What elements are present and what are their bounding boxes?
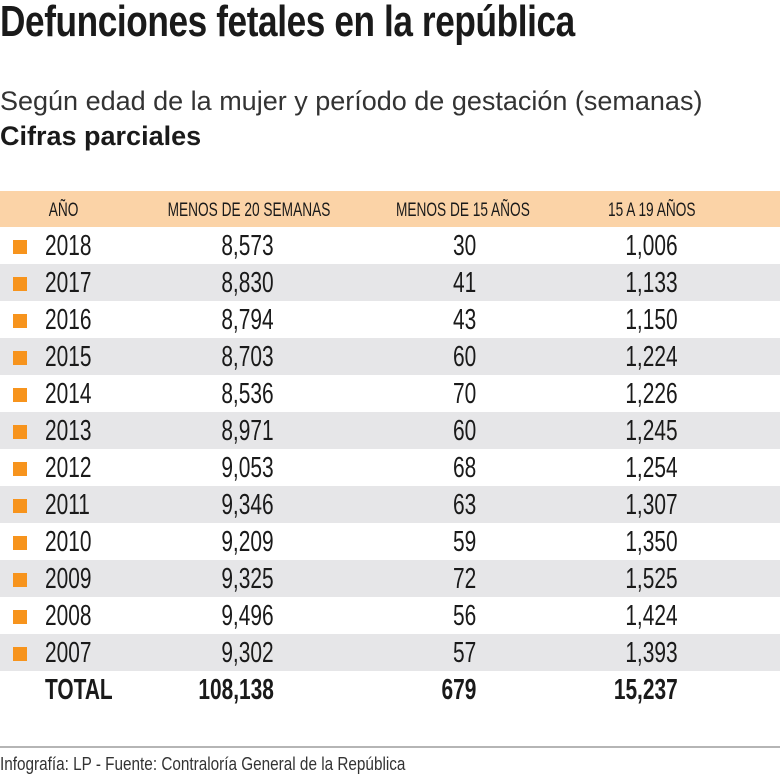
15-19-years-cell: 1,245 (625, 415, 678, 447)
under-15-years-cell: 60 (452, 415, 476, 447)
under-20-weeks-cell: 8,794 (221, 304, 274, 336)
table-row: 2009 9,325 72 1,525 (0, 560, 780, 597)
row-marker-square-icon (13, 610, 27, 624)
under-15-years-cell: 63 (452, 489, 476, 521)
row-marker-square-icon (13, 240, 27, 254)
under-15-years-cell: 60 (452, 341, 476, 373)
under-20-weeks-cell: 9,209 (221, 526, 274, 558)
row-marker-square-icon (13, 536, 27, 550)
under-15-years-cell: 70 (452, 378, 476, 410)
note: Cifras parciales (0, 121, 202, 151)
source-footer: Infografía: LP - Fuente: Contraloría Gen… (0, 754, 406, 774)
under-20-weeks-cell: 9,053 (221, 452, 274, 484)
table-row: 2008 9,496 56 1,424 (0, 597, 780, 634)
15-19-years-cell: 1,224 (625, 341, 678, 373)
15-19-years-cell: 1,226 (625, 378, 678, 410)
table-row: 2010 9,209 59 1,350 (0, 523, 780, 560)
row-marker-square-icon (13, 462, 27, 476)
under-20-weeks-cell: 8,830 (221, 267, 274, 299)
table-row: 2018 8,573 30 1,006 (0, 227, 780, 264)
15-19-years-cell: 1,006 (625, 230, 678, 262)
year-cell: 2016 (45, 304, 92, 336)
15-19-years-cell: 1,254 (625, 452, 678, 484)
year-cell: 2013 (45, 415, 92, 447)
column-header-under-20-weeks: MENOS DE 20 SEMANAS (167, 200, 331, 221)
table-header: AÑO MENOS DE 20 SEMANAS MENOS DE 15 AÑOS… (0, 191, 780, 227)
under-20-weeks-cell: 8,971 (221, 415, 274, 447)
row-marker-square-icon (13, 499, 27, 513)
under-15-years-cell: 30 (452, 230, 476, 262)
under-15-years-cell: 43 (452, 304, 476, 336)
table-row: 2012 9,053 68 1,254 (0, 449, 780, 486)
year-cell: 2018 (45, 230, 92, 262)
year-cell: 2009 (45, 563, 92, 595)
divider (0, 746, 780, 748)
table-row: 2017 8,830 41 1,133 (0, 264, 780, 301)
row-marker-square-icon (13, 573, 27, 587)
subtitle: Según edad de la mujer y período de gest… (0, 86, 703, 116)
year-cell: 2017 (45, 267, 92, 299)
under-20-weeks-cell: 8,536 (221, 378, 274, 410)
under-15-years-cell: 679 (441, 674, 476, 706)
total-row: TOTAL 108,138 679 15,237 (0, 671, 780, 708)
column-header-year: AÑO (49, 200, 79, 221)
15-19-years-cell: 1,350 (625, 526, 678, 558)
row-marker-square-icon (13, 425, 27, 439)
15-19-years-cell: 1,307 (625, 489, 678, 521)
under-20-weeks-cell: 9,325 (221, 563, 274, 595)
under-20-weeks-cell: 108,138 (198, 674, 274, 706)
table-row: 2007 9,302 57 1,393 (0, 634, 780, 671)
under-15-years-cell: 57 (452, 637, 476, 669)
15-19-years-cell: 1,150 (625, 304, 678, 336)
under-15-years-cell: 59 (452, 526, 476, 558)
under-15-years-cell: 41 (452, 267, 476, 299)
under-20-weeks-cell: 9,302 (221, 637, 274, 669)
row-marker-square-icon (13, 351, 27, 365)
row-marker-square-icon (13, 647, 27, 661)
under-15-years-cell: 56 (452, 600, 476, 632)
year-cell: 2010 (45, 526, 92, 558)
15-19-years-cell: 15,237 (614, 674, 678, 706)
year-cell: 2015 (45, 341, 92, 373)
under-20-weeks-cell: 8,703 (221, 341, 274, 373)
table-row: 2015 8,703 60 1,224 (0, 338, 780, 375)
15-19-years-cell: 1,393 (625, 637, 678, 669)
15-19-years-cell: 1,133 (625, 267, 678, 299)
table-row: 2011 9,346 63 1,307 (0, 486, 780, 523)
year-cell: 2007 (45, 637, 92, 669)
under-15-years-cell: 68 (452, 452, 476, 484)
year-cell: 2012 (45, 452, 92, 484)
year-cell: 2008 (45, 600, 92, 632)
year-cell: 2011 (45, 489, 90, 521)
row-marker-square-icon (13, 388, 27, 402)
table-row: 2016 8,794 43 1,150 (0, 301, 780, 338)
total-label: TOTAL (45, 674, 113, 706)
row-marker-square-icon (13, 314, 27, 328)
table-row: 2013 8,971 60 1,245 (0, 412, 780, 449)
under-20-weeks-cell: 8,573 (221, 230, 274, 262)
table-row: 2014 8,536 70 1,226 (0, 375, 780, 412)
15-19-years-cell: 1,424 (625, 600, 678, 632)
column-header-15-19-years: 15 A 19 AÑOS (608, 200, 696, 221)
under-20-weeks-cell: 9,346 (221, 489, 274, 521)
under-20-weeks-cell: 9,496 (221, 600, 274, 632)
under-15-years-cell: 72 (452, 563, 476, 595)
15-19-years-cell: 1,525 (625, 563, 678, 595)
page-title: Defunciones fetales en la república (0, 0, 575, 46)
year-cell: 2014 (45, 378, 92, 410)
row-marker-square-icon (13, 277, 27, 291)
column-header-under-15-years: MENOS DE 15 AÑOS (396, 200, 530, 221)
